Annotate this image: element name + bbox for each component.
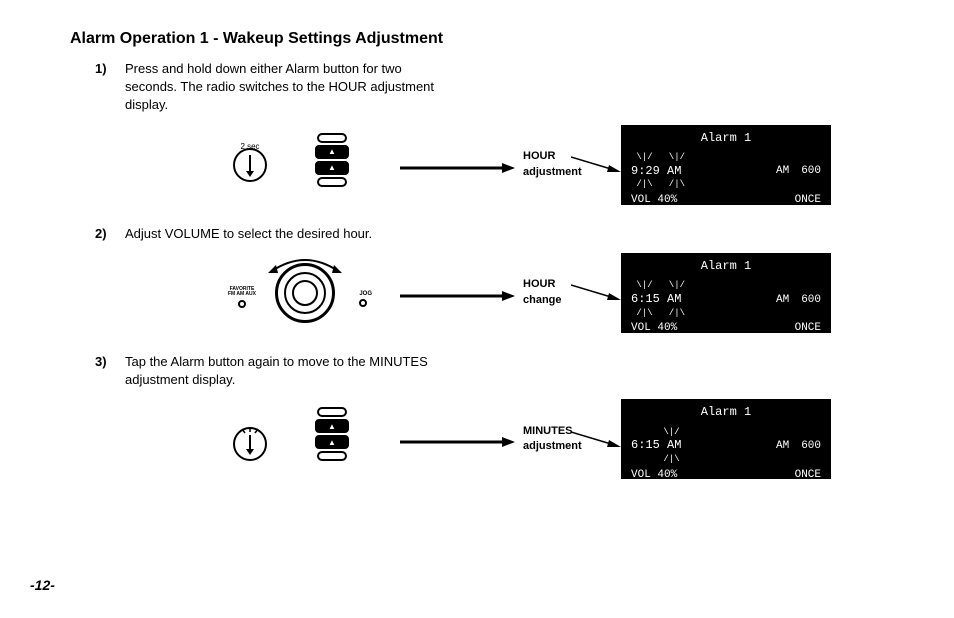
- label-line2: change: [523, 294, 562, 306]
- label-line1: HOUR: [523, 278, 555, 290]
- flash-up-icon: \|/ \|/: [631, 152, 685, 164]
- lcd-time: 6:15 AM: [631, 438, 681, 454]
- bell-icon-2: ▲: [315, 435, 349, 449]
- title-sub: Wakeup Settings Adjustment: [223, 30, 443, 47]
- page-title: Alarm Operation 1 - Wakeup Settings Adju…: [70, 30, 894, 48]
- hold-label: 2 sec: [240, 142, 259, 151]
- alarm-button-stack: ▲ ▲: [315, 407, 349, 461]
- leader-line-icon: [571, 155, 621, 173]
- step-1-text: Press and hold down either Alarm button …: [125, 60, 455, 115]
- step-1: 1) Press and hold down either Alarm butt…: [95, 60, 894, 115]
- lcd-volume: VOL 40%: [631, 468, 677, 482]
- lcd-title: Alarm 1: [631, 259, 821, 275]
- alarm-button-stack: ▲ ▲: [315, 133, 349, 187]
- bell-icon-2: ▲: [315, 161, 349, 175]
- lcd-freq: 600: [801, 439, 821, 453]
- lcd-volume: VOL 40%: [631, 193, 677, 207]
- arrow-icon: [400, 160, 515, 170]
- flash-down-icon: /|\ /|\: [631, 179, 685, 191]
- lcd-freq: 600: [801, 293, 821, 307]
- flash-down-icon: /|\: [631, 454, 680, 466]
- knob-label-right: JOG: [359, 291, 372, 307]
- flash-down-icon: /|\ /|\: [631, 308, 685, 320]
- bell-icon: ▲: [315, 419, 349, 433]
- lcd-display-1: Alarm 1 \|/ \|/ 9:29 AM /|\ /|\ AM 600 V…: [621, 125, 831, 205]
- title-main: Alarm Operation 1 -: [70, 30, 223, 47]
- button-bottom-icon: [317, 177, 347, 187]
- arrow-icon: [400, 434, 515, 444]
- lcd-mode: ONCE: [795, 321, 821, 335]
- button-bottom-icon: [317, 451, 347, 461]
- label-line1: HOUR: [523, 150, 555, 162]
- knob-icon: [275, 263, 335, 323]
- lcd-band: AM: [776, 293, 789, 307]
- lcd-time: 6:15 AM: [631, 292, 681, 308]
- volume-knob-diagram: FAVORITEFM AM AUX JOG: [210, 253, 400, 333]
- lcd-volume: VOL 40%: [631, 321, 677, 335]
- leader-line-icon: [571, 430, 621, 448]
- page-number: -12-: [30, 577, 55, 593]
- row-1: 2 sec ▲ ▲ HOUR adjustment Alarm 1 \|/ \|…: [210, 125, 894, 205]
- lcd-mode: ONCE: [795, 193, 821, 207]
- button-top-icon: [317, 407, 347, 417]
- lcd-display-2: Alarm 1 \|/ \|/ 6:15 AM /|\ /|\ AM 600 V…: [621, 253, 831, 333]
- lcd-band: AM: [776, 164, 789, 178]
- arrow-icon: [400, 288, 515, 298]
- step-2-text: Adjust VOLUME to select the desired hour…: [125, 225, 372, 243]
- step-3-num: 3): [95, 353, 113, 389]
- leader-line-icon: [571, 283, 621, 301]
- lcd-time: 9:29 AM: [631, 164, 681, 180]
- lcd-mode: ONCE: [795, 468, 821, 482]
- step-3: 3) Tap the Alarm button again to move to…: [95, 353, 894, 389]
- step-1-num: 1): [95, 60, 113, 115]
- label-hour-change: HOUR change: [523, 277, 613, 308]
- flash-up-icon: \|/ \|/: [631, 280, 685, 292]
- step-2: 2) Adjust VOLUME to select the desired h…: [95, 225, 894, 243]
- flash-up-icon: \|/: [631, 427, 680, 439]
- lcd-freq: 600: [801, 164, 821, 178]
- label-line1: MINUTES: [523, 425, 573, 437]
- lcd-title: Alarm 1: [631, 405, 821, 421]
- lcd-band: AM: [776, 439, 789, 453]
- lcd-title: Alarm 1: [631, 131, 821, 147]
- knob-label-left: FAVORITEFM AM AUX: [228, 287, 256, 308]
- label-minutes-adjustment: MINUTES adjustment: [523, 424, 613, 455]
- bell-icon: ▲: [315, 145, 349, 159]
- step-2-num: 2): [95, 225, 113, 243]
- step-3-text: Tap the Alarm button again to move to th…: [125, 353, 455, 389]
- lcd-display-3: Alarm 1 \|/ 6:15 AM /|\ AM 600 VOL 40% O…: [621, 399, 831, 479]
- alarm-buttons-diagram: 2 sec ▲ ▲: [210, 125, 400, 205]
- row-2: FAVORITEFM AM AUX JOG HOUR change Alarm …: [210, 253, 894, 333]
- button-top-icon: [317, 133, 347, 143]
- row-3: ▲ ▲ MINUTES adjustment Alarm 1 \|/ 6:15 …: [210, 399, 894, 479]
- label-hour-adjustment: HOUR adjustment: [523, 149, 613, 180]
- alarm-tap-diagram: ▲ ▲: [210, 399, 400, 479]
